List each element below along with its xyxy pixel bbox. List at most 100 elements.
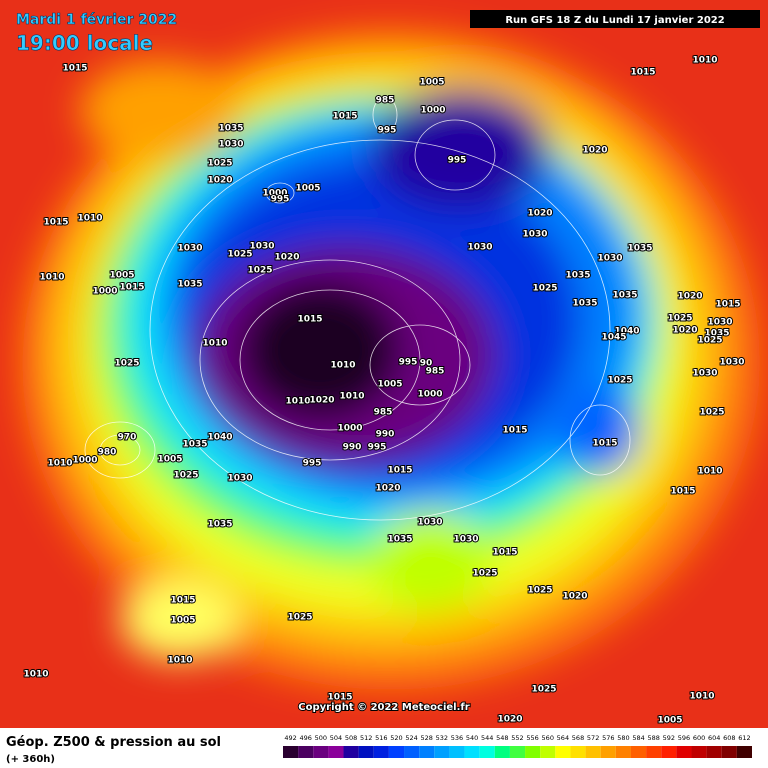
scale-label: 536: [451, 734, 463, 742]
scale-label: 552: [511, 734, 523, 742]
footer-title: Géop. Z500 & pression au sol: [6, 735, 221, 750]
isobar-label: 995: [303, 459, 322, 469]
isobar-label: 1030: [453, 535, 478, 545]
scale-swatch: [313, 746, 329, 758]
scale-label: 604: [708, 734, 720, 742]
height-field: [20, 30, 760, 690]
isobar-label: 1035: [565, 271, 590, 281]
isobar-label: 1025: [114, 359, 139, 369]
isobar-label: 1010: [23, 670, 48, 680]
scale-swatch: [479, 746, 495, 758]
isobar-label: 1005: [157, 455, 182, 465]
isobar-label: 1015: [170, 596, 195, 606]
scale-label: 556: [526, 734, 538, 742]
isobar-label: 1015: [715, 300, 740, 310]
isobar-label: 1040: [614, 327, 639, 337]
isobar-label: 1015: [119, 283, 144, 293]
isobar-label: 985: [374, 408, 393, 418]
isobar-label: 1025: [207, 159, 232, 169]
isobar-label: 1020: [582, 146, 607, 156]
scale-swatch: [706, 746, 722, 758]
isobar-label: 1040: [207, 433, 232, 443]
isobar-label: 995: [271, 195, 290, 205]
isobar-label: 1025: [472, 569, 497, 579]
scale-swatch: [343, 746, 359, 758]
isobar-label: 1035: [627, 244, 652, 254]
isobar-label: 1005: [657, 716, 682, 726]
footer-subtitle: (+ 360h): [6, 754, 55, 765]
isobar-label: 1030: [218, 140, 243, 150]
isobar-label: 1010: [47, 459, 72, 469]
scale-swatch: [661, 746, 677, 758]
scale-label: 612: [738, 734, 750, 742]
isobar-label: 1015: [630, 68, 655, 78]
isobar-label: 1035: [612, 291, 637, 301]
isobar-label: 1035: [218, 124, 243, 134]
isobar-label: 1025: [227, 250, 252, 260]
scale-label: 524: [405, 734, 417, 742]
isobar-label: 1025: [287, 613, 312, 623]
color-scale: 492 496 500 504 508 512 516 520 524 528 532 536 540 5…: [283, 734, 752, 758]
isobar-label: 1025: [697, 336, 722, 346]
date: Mardi 1 février 2022: [16, 12, 177, 28]
isobar-label: 1005: [109, 271, 134, 281]
isobar-label: 1020: [375, 484, 400, 494]
isobar-label: 990: [376, 430, 395, 440]
isobar-label: 995: [368, 443, 387, 453]
scale-swatch: [555, 746, 571, 758]
isobar-label: 1010: [697, 467, 722, 477]
copyright: Copyright © 2022 Meteociel.fr: [298, 702, 469, 713]
isobar-label: 985: [376, 96, 395, 106]
scale-label: 608: [723, 734, 735, 742]
isobar-label: 1030: [249, 242, 274, 252]
scale-label: 508: [345, 734, 357, 742]
run-info: Run GFS 18 Z du Lundi 17 janvier 2022: [505, 15, 724, 26]
isobar-label: 1005: [295, 184, 320, 194]
isobar-label: 1030: [707, 318, 732, 328]
scale-label: 560: [542, 734, 554, 742]
isobar-label: 1000: [72, 456, 97, 466]
scale-swatch: [615, 746, 631, 758]
isobar-label: 1015: [327, 693, 352, 703]
isobars: [84, 96, 631, 521]
isobar-label: 1030: [177, 244, 202, 254]
isobar-label: 1030: [719, 358, 744, 368]
scale-label: 500: [315, 734, 327, 742]
isobar-label: 1015: [62, 64, 87, 74]
isobar-label: 1035: [182, 440, 207, 450]
scale-swatch: [525, 746, 541, 758]
isobar-label: 1005: [170, 616, 195, 626]
isobar-label: 1020: [207, 176, 232, 186]
isobar-label: 1000: [417, 390, 442, 400]
isobar-label: 1010: [330, 361, 355, 371]
isobar-label: 1030: [692, 369, 717, 379]
scale-swatch: [509, 746, 526, 758]
isobar-label: 1005: [377, 380, 402, 390]
scale-swatch: [646, 746, 662, 758]
scale-swatch: [419, 746, 435, 758]
isobar-label: 1020: [562, 592, 587, 602]
isobar-label: 1030: [522, 230, 547, 240]
isobar-label: 1020: [309, 396, 334, 406]
isobar-label: 990: [343, 443, 362, 453]
isobar-label: 1030: [417, 518, 442, 528]
isobar-label: 1025: [527, 586, 552, 596]
isobar-label: 1010: [202, 339, 227, 349]
scale-label: 496: [299, 734, 311, 742]
isobar-label: 1030: [597, 254, 622, 264]
scale-label: 592: [663, 734, 675, 742]
isobar-label: 1010: [285, 397, 310, 407]
isobar-label: 1000: [262, 189, 287, 199]
scale-swatch: [736, 746, 752, 758]
isobar-label: 1010: [77, 214, 102, 224]
isobar-label: 1020: [274, 253, 299, 263]
isobar-label: 90: [420, 359, 433, 369]
scale-label: 520: [390, 734, 402, 742]
scale-swatch: [721, 746, 737, 758]
isobar-label: 1015: [492, 548, 517, 558]
scale-label: 512: [360, 734, 372, 742]
scale-label: 588: [647, 734, 659, 742]
isobar-label: 1015: [502, 426, 527, 436]
isobar-label: 1010: [692, 56, 717, 66]
